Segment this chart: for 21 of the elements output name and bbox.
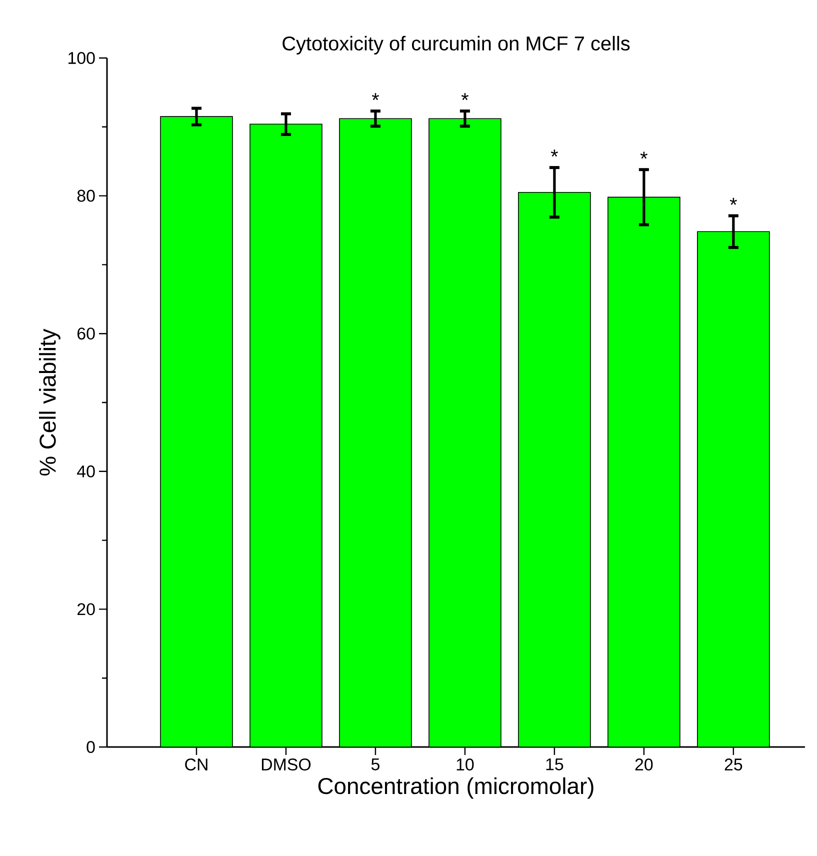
x-tick-label: 20 (635, 758, 653, 771)
annotation: * (550, 150, 558, 157)
x-tick-label: 15 (546, 758, 564, 770)
annotation: * (730, 198, 737, 205)
y-tick-label: 100 (68, 52, 95, 64)
y-tick-label: 40 (77, 465, 95, 478)
x-tick-label: DMSO (262, 758, 311, 771)
y-tick-label: 0 (86, 740, 95, 753)
x-tick-label: 25 (724, 758, 742, 771)
annotation: * (640, 152, 648, 159)
x-tick-label: 10 (456, 758, 474, 771)
x-axis-title: Concentration (micromolar) (318, 777, 594, 799)
x-tick-label: 5 (371, 758, 380, 770)
y-axis-title: % Cell viability (39, 328, 60, 476)
y-tick-label: 20 (78, 603, 95, 616)
annotation: * (372, 93, 380, 100)
y-tick-label: 60 (78, 328, 95, 340)
annotation: * (461, 93, 469, 100)
chart-title: Cytotoxicity of curcumin on MCF 7 cells (282, 36, 630, 54)
y-tick-label: 80 (77, 190, 95, 202)
x-tick-label: CN (185, 758, 208, 771)
